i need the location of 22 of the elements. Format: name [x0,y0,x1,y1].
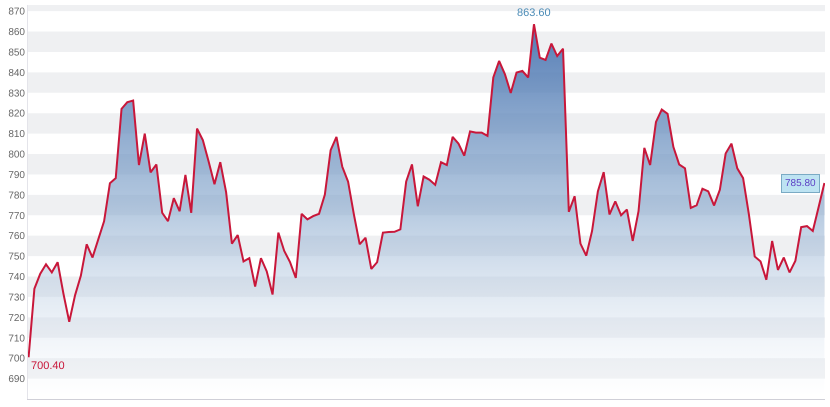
y-tick-label: 760 [8,231,26,242]
y-tick-label: 870 [8,6,26,18]
annotation: 785.80 [785,178,816,189]
y-tick-label: 780 [8,190,26,202]
y-tick-label: 720 [8,312,26,324]
y-tick-label: 820 [8,108,26,120]
annotation: 700.40 [31,360,65,372]
y-tick-label: 790 [8,170,26,181]
y-tick-label: 770 [8,210,26,222]
annotation: 863.60 [517,7,551,19]
y-tick-label: 690 [8,374,26,386]
y-tick-label: 740 [8,272,26,284]
y-tick-label: 700 [8,354,26,365]
y-tick-label: 850 [8,47,26,58]
y-tick-label: 800 [8,150,26,161]
y-tick-label: 730 [8,292,26,304]
y-tick-label: 710 [8,333,26,344]
y-tick-label: 840 [8,68,26,79]
y-tick-label: 860 [8,27,26,38]
y-tick-label: 810 [8,129,26,140]
y-tick-label: 750 [8,252,26,263]
y-tick-label: 830 [8,88,26,100]
